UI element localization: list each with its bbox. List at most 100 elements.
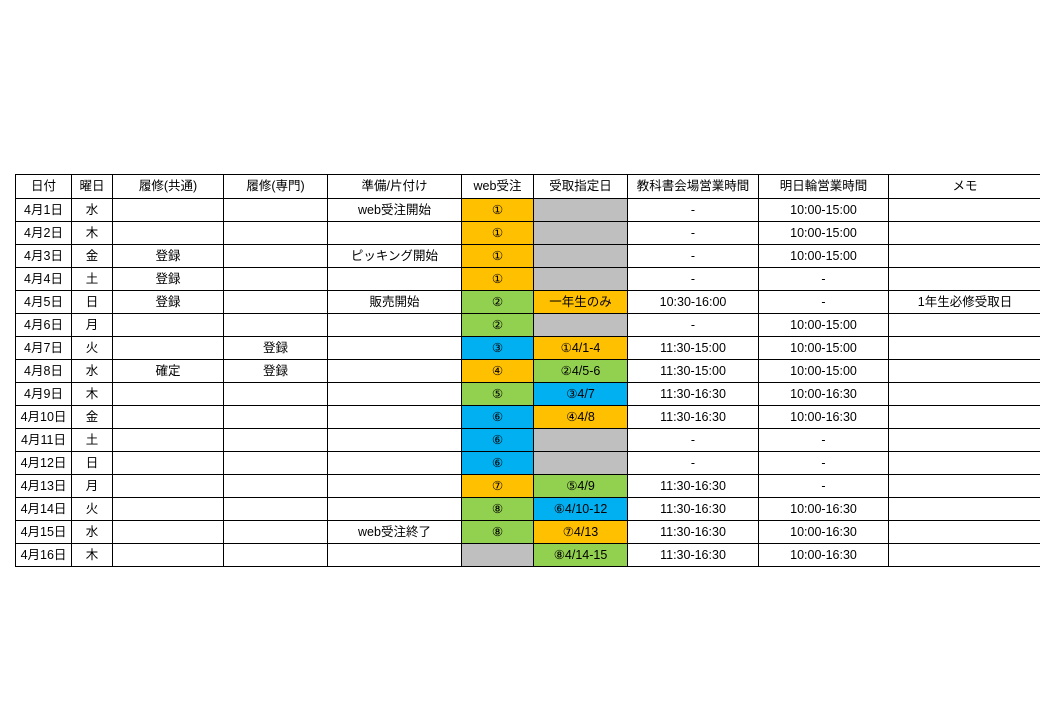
cell-prep[interactable] <box>327 336 462 360</box>
cell-memo[interactable]: 1年生必修受取日 <box>888 290 1040 314</box>
cell-pickup[interactable]: ⑦4/13 <box>533 520 628 544</box>
cell-ashita[interactable]: 10:00-16:30 <box>758 497 889 521</box>
cell-date[interactable]: 4月1日 <box>15 198 72 222</box>
cell-ashita[interactable]: 10:00-15:00 <box>758 198 889 222</box>
column-header-memo[interactable]: メモ <box>888 174 1040 199</box>
cell-ashita[interactable]: 10:00-15:00 <box>758 244 889 268</box>
cell-common[interactable] <box>112 221 224 245</box>
cell-venue[interactable]: 11:30-16:30 <box>627 405 759 429</box>
cell-venue[interactable]: - <box>627 244 759 268</box>
cell-dow[interactable]: 火 <box>71 497 113 521</box>
cell-pickup[interactable]: ⑤4/9 <box>533 474 628 498</box>
cell-web[interactable]: ② <box>461 313 534 337</box>
cell-venue[interactable]: - <box>627 221 759 245</box>
cell-prep[interactable]: web受注終了 <box>327 520 462 544</box>
cell-web[interactable]: ① <box>461 244 534 268</box>
cell-date[interactable]: 4月3日 <box>15 244 72 268</box>
cell-common[interactable] <box>112 474 224 498</box>
cell-ashita[interactable]: 10:00-15:00 <box>758 313 889 337</box>
cell-web[interactable]: ① <box>461 198 534 222</box>
column-header-major[interactable]: 履修(専門) <box>223 174 328 199</box>
cell-web[interactable]: ⑥ <box>461 428 534 452</box>
cell-pickup[interactable] <box>533 451 628 475</box>
cell-memo[interactable] <box>888 382 1040 406</box>
cell-common[interactable]: 登録 <box>112 267 224 291</box>
cell-prep[interactable]: ピッキング開始 <box>327 244 462 268</box>
cell-date[interactable]: 4月10日 <box>15 405 72 429</box>
cell-ashita[interactable]: 10:00-15:00 <box>758 359 889 383</box>
cell-venue[interactable]: 11:30-16:30 <box>627 520 759 544</box>
cell-pickup[interactable]: ③4/7 <box>533 382 628 406</box>
cell-pickup[interactable]: ①4/1-4 <box>533 336 628 360</box>
column-header-date[interactable]: 日付 <box>15 174 72 199</box>
cell-memo[interactable] <box>888 359 1040 383</box>
cell-date[interactable]: 4月15日 <box>15 520 72 544</box>
cell-dow[interactable]: 月 <box>71 474 113 498</box>
cell-pickup[interactable] <box>533 313 628 337</box>
cell-web[interactable]: ① <box>461 267 534 291</box>
cell-dow[interactable]: 金 <box>71 405 113 429</box>
cell-date[interactable]: 4月14日 <box>15 497 72 521</box>
cell-pickup[interactable] <box>533 221 628 245</box>
cell-prep[interactable] <box>327 382 462 406</box>
cell-prep[interactable] <box>327 221 462 245</box>
cell-memo[interactable] <box>888 405 1040 429</box>
cell-ashita[interactable]: - <box>758 428 889 452</box>
cell-venue[interactable]: 10:30-16:00 <box>627 290 759 314</box>
cell-date[interactable]: 4月5日 <box>15 290 72 314</box>
cell-major[interactable] <box>223 543 328 567</box>
cell-web[interactable]: ⑥ <box>461 451 534 475</box>
cell-memo[interactable] <box>888 497 1040 521</box>
cell-venue[interactable]: - <box>627 451 759 475</box>
cell-venue[interactable]: - <box>627 313 759 337</box>
cell-dow[interactable]: 木 <box>71 382 113 406</box>
cell-dow[interactable]: 土 <box>71 267 113 291</box>
cell-venue[interactable]: - <box>627 267 759 291</box>
cell-major[interactable] <box>223 497 328 521</box>
cell-date[interactable]: 4月12日 <box>15 451 72 475</box>
cell-common[interactable] <box>112 405 224 429</box>
cell-pickup[interactable] <box>533 198 628 222</box>
cell-dow[interactable]: 土 <box>71 428 113 452</box>
column-header-web[interactable]: web受注 <box>461 174 534 199</box>
cell-prep[interactable] <box>327 474 462 498</box>
cell-memo[interactable] <box>888 474 1040 498</box>
cell-pickup[interactable] <box>533 267 628 291</box>
cell-venue[interactable]: 11:30-16:30 <box>627 497 759 521</box>
cell-ashita[interactable]: 10:00-16:30 <box>758 405 889 429</box>
cell-major[interactable]: 登録 <box>223 336 328 360</box>
cell-common[interactable] <box>112 520 224 544</box>
cell-memo[interactable] <box>888 244 1040 268</box>
cell-pickup[interactable]: ⑧4/14-15 <box>533 543 628 567</box>
cell-web[interactable]: ⑧ <box>461 520 534 544</box>
cell-ashita[interactable]: 10:00-16:30 <box>758 543 889 567</box>
cell-ashita[interactable]: 10:00-15:00 <box>758 221 889 245</box>
cell-dow[interactable]: 火 <box>71 336 113 360</box>
cell-memo[interactable] <box>888 313 1040 337</box>
column-header-ashita[interactable]: 明日輪営業時間 <box>758 174 889 199</box>
cell-pickup[interactable] <box>533 428 628 452</box>
cell-major[interactable]: 登録 <box>223 359 328 383</box>
cell-common[interactable] <box>112 451 224 475</box>
cell-major[interactable] <box>223 405 328 429</box>
cell-major[interactable] <box>223 382 328 406</box>
cell-dow[interactable]: 木 <box>71 221 113 245</box>
cell-major[interactable] <box>223 290 328 314</box>
cell-dow[interactable]: 水 <box>71 359 113 383</box>
cell-venue[interactable]: - <box>627 198 759 222</box>
column-header-venue[interactable]: 教科書会場営業時間 <box>627 174 759 199</box>
cell-prep[interactable] <box>327 497 462 521</box>
cell-prep[interactable]: 販売開始 <box>327 290 462 314</box>
cell-venue[interactable]: 11:30-15:00 <box>627 336 759 360</box>
cell-memo[interactable] <box>888 267 1040 291</box>
cell-date[interactable]: 4月16日 <box>15 543 72 567</box>
cell-date[interactable]: 4月7日 <box>15 336 72 360</box>
cell-prep[interactable] <box>327 267 462 291</box>
cell-prep[interactable]: web受注開始 <box>327 198 462 222</box>
cell-pickup[interactable]: ④4/8 <box>533 405 628 429</box>
cell-major[interactable] <box>223 198 328 222</box>
cell-dow[interactable]: 日 <box>71 290 113 314</box>
cell-web[interactable]: ⑧ <box>461 497 534 521</box>
cell-date[interactable]: 4月8日 <box>15 359 72 383</box>
cell-pickup[interactable]: 一年生のみ <box>533 290 628 314</box>
